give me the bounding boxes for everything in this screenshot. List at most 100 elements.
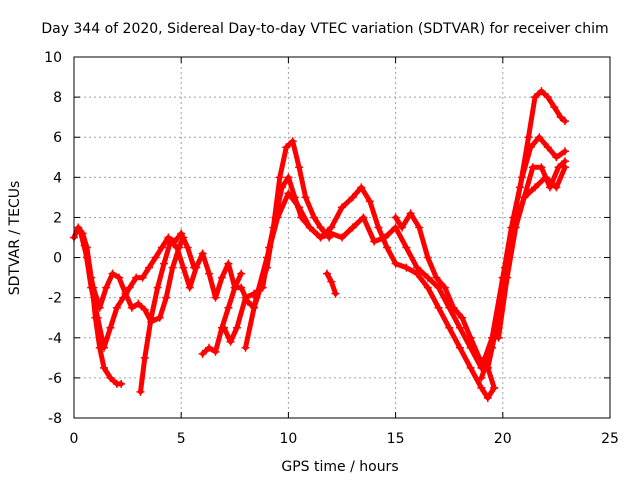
y-tick-label: 10 <box>44 50 62 66</box>
data-point <box>348 193 357 202</box>
data-point <box>140 353 149 362</box>
data-point <box>164 233 173 242</box>
data-point <box>503 273 512 282</box>
data-point <box>205 343 214 352</box>
data-point <box>359 213 368 222</box>
data-point <box>140 305 149 314</box>
data-point <box>477 383 486 392</box>
x-tick-label: 20 <box>494 431 512 447</box>
data-point <box>74 223 83 232</box>
data-point <box>537 163 546 172</box>
data-point <box>449 303 458 312</box>
data-point <box>160 259 169 268</box>
data-point <box>560 117 569 126</box>
data-point <box>273 213 282 222</box>
chart-title: Day 344 of 2020, Sidereal Day-to-day VTE… <box>41 21 608 37</box>
data-point <box>136 387 145 396</box>
data-point <box>147 313 156 322</box>
x-tick-label: 10 <box>279 431 297 447</box>
data-point <box>100 343 109 352</box>
data-point <box>458 313 467 322</box>
data-point <box>112 303 121 312</box>
data-point <box>550 103 559 112</box>
data-point <box>117 379 126 388</box>
data-point <box>391 213 400 222</box>
data-point <box>76 227 85 236</box>
data-point <box>415 223 424 232</box>
data-point <box>157 243 166 252</box>
data-point <box>108 269 117 278</box>
data-point <box>560 157 569 166</box>
data-point <box>402 263 411 272</box>
data-point <box>252 293 261 302</box>
axis-ticks: 0 5 10 15 20 25 -8 -6 -4 -2 0 2 4 6 8 10 <box>44 50 619 447</box>
data-point <box>455 323 464 332</box>
series-track-4 <box>136 237 246 396</box>
data-point <box>185 283 194 292</box>
data-point <box>288 137 297 146</box>
data-point <box>560 147 569 156</box>
data-point <box>125 283 134 292</box>
data-point <box>524 133 533 142</box>
data-point <box>310 213 319 222</box>
data-point <box>87 283 96 292</box>
data-point <box>224 259 233 268</box>
data-point <box>179 263 188 272</box>
data-point <box>466 333 475 342</box>
x-tick-label: 15 <box>387 431 405 447</box>
x-tick-label: 25 <box>601 431 619 447</box>
data-point <box>162 293 171 302</box>
y-tick-label: 8 <box>53 90 62 106</box>
data-point <box>380 233 389 242</box>
data-point <box>205 269 214 278</box>
data-point <box>475 353 484 362</box>
data-point <box>275 173 284 182</box>
data-point <box>151 253 160 262</box>
series-line <box>221 174 497 401</box>
data-point <box>511 223 520 232</box>
data-point <box>217 273 226 282</box>
data-point <box>224 303 233 312</box>
data-point <box>552 153 561 162</box>
data-point <box>284 189 293 198</box>
data-point <box>545 183 554 192</box>
data-point <box>338 203 346 212</box>
data-point <box>423 273 432 282</box>
data-point <box>406 209 415 218</box>
data-point <box>316 233 325 242</box>
data-point <box>237 269 246 278</box>
data-point <box>530 183 539 192</box>
data-point <box>153 283 162 292</box>
data-point <box>80 241 89 250</box>
data-point <box>543 93 552 102</box>
data-point <box>327 229 336 238</box>
series-track-9 <box>322 269 340 298</box>
data-point <box>127 303 136 312</box>
data-point <box>423 283 432 292</box>
series-track-12 <box>494 157 569 342</box>
y-tick-label: 0 <box>53 251 62 267</box>
data-point <box>155 313 164 322</box>
data-point <box>370 237 379 246</box>
data-point <box>106 323 115 332</box>
data-point <box>374 223 383 232</box>
y-tick-label: -4 <box>48 331 62 347</box>
data-point <box>138 273 147 282</box>
data-point <box>535 133 544 142</box>
data-point <box>520 193 529 202</box>
series-track-2 <box>76 227 188 326</box>
series-track-11 <box>483 133 569 372</box>
data-point <box>295 203 304 212</box>
data-point <box>183 243 192 252</box>
data-point <box>115 273 124 282</box>
data-point <box>192 263 201 272</box>
data-point <box>322 269 331 278</box>
data-point <box>301 193 310 202</box>
data-point <box>365 197 374 206</box>
data-point <box>237 283 246 292</box>
data-point <box>455 343 464 352</box>
y-tick-label: 6 <box>53 130 62 146</box>
data-point <box>483 393 492 402</box>
data-point <box>305 223 314 232</box>
